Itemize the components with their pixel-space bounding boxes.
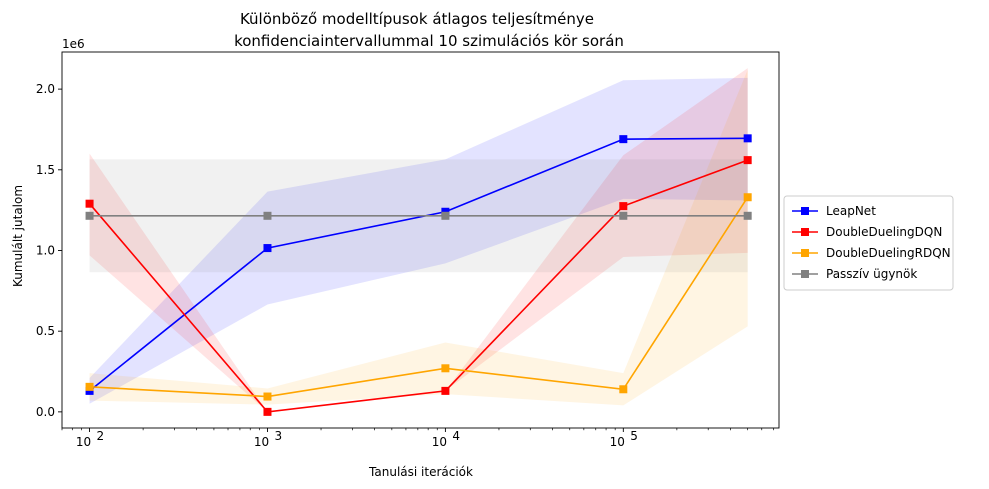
confidence-bands — [89, 68, 748, 412]
legend-marker — [801, 207, 809, 215]
plot-frame — [61, 51, 780, 429]
x-axis-label: Tanulási iterációk — [368, 465, 473, 479]
x-tick-exponent: 3 — [274, 429, 282, 443]
y-axis-label: Kumulált jutalom — [11, 185, 25, 287]
point-passz-v-gyn-k — [743, 211, 752, 220]
y-tick-label: 1.5 — [36, 163, 55, 177]
y-offset-label: 1e6 — [62, 37, 85, 51]
x-tick-label: 10 — [610, 435, 625, 449]
point-leapnet — [263, 244, 272, 253]
point-doubleduelingdqn — [743, 156, 752, 165]
chart-title-line-1: Különböző modelltípusok átlagos teljesít… — [240, 10, 594, 28]
series-markers — [85, 134, 752, 416]
y-tick-label: 2.0 — [36, 82, 55, 96]
legend-label: DoubleDuelingRDQN — [826, 246, 951, 260]
x-tick-label: 10 — [76, 435, 91, 449]
point-leapnet — [743, 134, 752, 143]
x-tick-exponent: 5 — [630, 429, 638, 443]
x-tick-exponent: 2 — [97, 429, 105, 443]
legend: LeapNet DoubleDuelingDQN DoubleDuelingRDQN… — [783, 195, 954, 291]
x-tick-label: 10 — [254, 435, 269, 449]
x-tick-label: 10 — [432, 435, 447, 449]
point-doubleduelingdqn — [85, 199, 94, 208]
point-doubleduelingrdqn — [441, 364, 450, 373]
y-tick-label: 0.0 — [36, 405, 55, 419]
x-tick-exponent: 4 — [452, 429, 460, 443]
axes: 0.0 0.5 1.0 1.5 2.0 10 2 10 3 10 4 10 5 — [36, 51, 780, 449]
point-doubleduelingrdqn — [743, 193, 752, 202]
point-passz-v-gyn-k — [619, 211, 628, 220]
point-passz-v-gyn-k — [263, 211, 272, 220]
legend-marker — [801, 228, 809, 236]
y-tick-label: 1.0 — [36, 243, 55, 257]
point-doubleduelingdqn — [263, 407, 272, 416]
legend-label: Passzív ügynök — [826, 267, 917, 281]
band-doubleduelingdqn — [89, 68, 748, 412]
y-tick-label: 0.5 — [36, 324, 55, 338]
point-leapnet — [619, 135, 628, 144]
point-doubleduelingrdqn — [85, 382, 94, 391]
point-doubleduelingrdqn — [619, 385, 628, 394]
legend-label: DoubleDuelingDQN — [826, 225, 942, 239]
legend-marker — [801, 270, 809, 278]
chart-title-line-2: konfidenciaintervallummal 10 szimulációs… — [234, 32, 624, 50]
band-leapnet — [89, 77, 748, 404]
point-passz-v-gyn-k — [441, 211, 450, 220]
legend-marker — [801, 249, 809, 257]
legend-box — [783, 195, 954, 291]
point-doubleduelingdqn — [441, 386, 450, 395]
chart-title: Különböző modelltípusok átlagos teljesít… — [234, 10, 624, 50]
legend-label: LeapNet — [826, 204, 876, 218]
point-leapnet — [441, 207, 450, 216]
point-doubleduelingrdqn — [263, 392, 272, 401]
point-leapnet — [85, 386, 94, 395]
point-doubleduelingdqn — [619, 202, 628, 211]
point-passz-v-gyn-k — [85, 211, 94, 220]
